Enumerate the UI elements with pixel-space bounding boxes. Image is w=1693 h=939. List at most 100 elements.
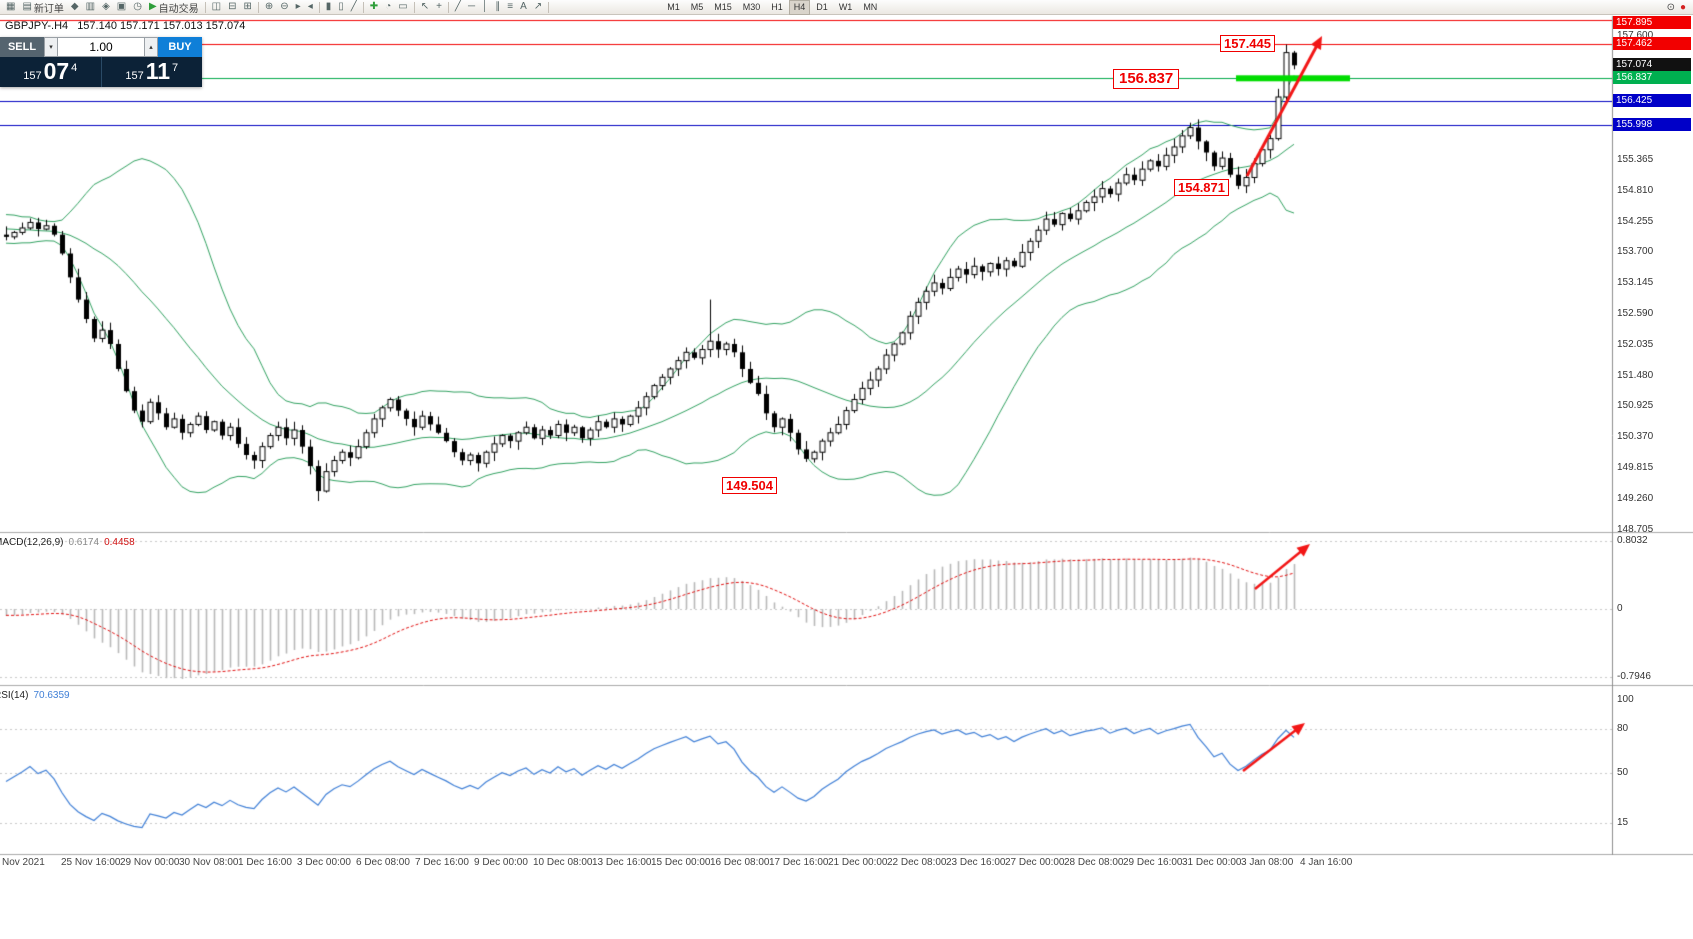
arrow-object-icon[interactable]: ↗ — [531, 0, 545, 14]
tile-vertical-icon[interactable]: ⊞ — [241, 0, 255, 14]
zoom-in-icon[interactable]: ⊕ — [262, 0, 276, 14]
horizontal-line-icon[interactable]: ─ — [465, 0, 478, 14]
macd-scale-label: 0.8032 — [1617, 535, 1648, 546]
horizontal-line-icon: ─ — [467, 1, 476, 12]
zoom-in-icon: ⊕ — [264, 1, 274, 12]
history-center-icon[interactable]: ◷ — [130, 0, 145, 14]
annotation-breakout-level[interactable]: 156.837 — [1113, 69, 1180, 89]
cursor-icon: ↖ — [420, 1, 430, 12]
price-axis-tick: 154.255 — [1617, 215, 1654, 227]
buy-price-display[interactable]: 157 11 7 — [100, 57, 203, 87]
sell-button[interactable]: SELL — [0, 37, 44, 57]
time-axis-label: 10 Dec 08:00 — [533, 857, 593, 868]
macd-indicator-label: MACD(12,26,9) 0.6174 0.4458 — [0, 537, 135, 548]
bar-chart-icon[interactable]: ▮ — [323, 0, 335, 14]
time-axis-label: 4 Jan 16:00 — [1300, 857, 1353, 868]
timeframe-m1[interactable]: M1 — [667, 1, 680, 12]
fibonacci-icon[interactable]: ≡ — [504, 0, 516, 14]
trendline-icon[interactable]: ╱ — [452, 0, 464, 14]
toolbar-separator — [413, 1, 415, 13]
price-axis-tick: 155.365 — [1617, 154, 1654, 165]
zoom-out-icon[interactable]: ⊖ — [277, 0, 291, 14]
rsi-scale-label: 15 — [1617, 817, 1629, 829]
volume-decrease-button[interactable]: ▾ — [44, 37, 58, 57]
macd-main-value: 0.6174 — [68, 537, 100, 548]
time-axis-label: 1 Dec 16:00 — [238, 857, 292, 868]
buy-price-big: 11 — [145, 58, 171, 84]
price-axis-badge: 155.998 — [1613, 117, 1691, 131]
toolbox-icon[interactable]: ▣ — [114, 0, 129, 14]
macd-scale-label: -0.7946 — [1617, 671, 1651, 682]
timeframe-m5[interactable]: M5 — [690, 1, 704, 12]
time-axis-label: 17 Dec 16:00 — [769, 857, 829, 868]
candlestick-chart-icon[interactable]: ▯ — [335, 0, 347, 14]
chart-ohlc-header: GBPJPY-.H4 157.140 157.171 157.013 157.07… — [5, 20, 245, 32]
macd-signal-value: 0.4458 — [104, 537, 135, 548]
templates-icon[interactable]: ▭ — [395, 0, 410, 14]
annotation-support-level[interactable]: 149.504 — [722, 477, 777, 494]
periods-icon[interactable]: ◔ — [382, 0, 394, 14]
navigator-icon[interactable]: ◈ — [99, 0, 113, 14]
text-label-icon[interactable]: A — [517, 0, 530, 14]
cursor-icon[interactable]: ↖ — [418, 0, 432, 14]
fibonacci-icon: ≡ — [507, 1, 514, 12]
price-axis-tick: 152.590 — [1617, 308, 1654, 319]
market-watch-icon[interactable]: ▥ — [83, 0, 98, 14]
price-axis-badge: 157.462 — [1613, 36, 1691, 50]
channel-icon[interactable]: ∥ — [492, 0, 503, 14]
trendline-icon: ╱ — [454, 1, 461, 12]
time-axis-label: 22 Dec 08:00 — [887, 857, 947, 868]
tile-cascade-icon[interactable]: ◫ — [209, 0, 224, 14]
timeframe-group: M1 M5 M15 M30 H1 H4 D1 W1 MN — [662, 0, 882, 15]
navigator-icon: ◈ — [102, 1, 110, 12]
time-axis-label: 27 Dec 00:00 — [1005, 857, 1065, 868]
line-chart-icon[interactable]: ╱ — [348, 0, 360, 14]
auto-scroll-icon: ▸ — [295, 1, 301, 12]
macd-name: MACD(12,26,9) — [0, 537, 64, 548]
toolbar-separator — [318, 1, 320, 13]
toolbar-right-icons: ⊙ ● — [1667, 2, 1690, 13]
timeframe-m30[interactable]: M30 — [742, 1, 761, 12]
annotation-recent-high[interactable]: 157.445 — [1220, 35, 1275, 52]
tile-vertical-icon: ⊞ — [243, 1, 252, 12]
record-icon[interactable]: ● — [1679, 1, 1686, 13]
sell-price-display[interactable]: 157 07 4 — [0, 57, 101, 87]
tile-horizontal-icon[interactable]: ⊟ — [225, 0, 239, 14]
search-icon[interactable]: ⊙ — [1666, 1, 1675, 13]
buy-price-prefix: 157 — [125, 70, 144, 82]
timeframe-w1[interactable]: W1 — [838, 1, 853, 12]
crosshair-icon[interactable]: + — [433, 0, 445, 14]
volume-input[interactable] — [58, 37, 144, 57]
chart-shift-icon[interactable]: ◂ — [305, 0, 316, 14]
indicators-icon[interactable]: ✚ — [367, 0, 381, 14]
favorites-icon[interactable]: ◆ — [68, 0, 82, 14]
vertical-line-icon[interactable]: │ — [479, 0, 491, 14]
price-axis-tick: 153.700 — [1617, 246, 1654, 258]
text-label-icon: A — [520, 1, 527, 12]
timeframe-h4[interactable]: H4 — [788, 0, 811, 15]
auto-scroll-icon[interactable]: ▸ — [293, 0, 304, 14]
price-axis-tick: 148.705 — [1617, 523, 1654, 535]
volume-increase-button[interactable]: ▴ — [144, 37, 158, 57]
periods-icon: ◔ — [385, 1, 392, 12]
price-axis-tick: 149.815 — [1617, 462, 1654, 474]
auto-trading-icon: ▶ — [148, 1, 157, 12]
time-axis-label: 16 Dec 08:00 — [710, 857, 770, 868]
timeframe-mn[interactable]: MN — [863, 1, 878, 12]
annotation-pullback-low[interactable]: 154.871 — [1174, 179, 1229, 196]
time-axis-label: 25 Nov 16:00 — [61, 857, 121, 868]
time-axis-label: 29 Dec 16:00 — [1123, 857, 1183, 868]
timeframe-d1[interactable]: D1 — [816, 1, 828, 12]
toolbar-separator — [257, 1, 259, 13]
new-order-button[interactable]: ▤ 新订单 — [19, 0, 66, 15]
new-chart-icon[interactable]: ▦ — [3, 0, 18, 14]
main-toolbar: ▦ ▤ 新订单 ◆ ▥ ◈ ▣ ◷ ▶ 自动交易 ◫ ⊟ ⊞ ⊕ ⊖ ▸ ◂ ▮ ▯ ╱ ✚ ◔ ▭ ↖ + ╱ ─ │ ∥ ≡ A ↗ M1 M… — [0, 0, 1693, 15]
timeframe-h1[interactable]: H1 — [771, 1, 783, 12]
auto-trading-button[interactable]: ▶ 自动交易 — [146, 0, 202, 15]
buy-button[interactable]: BUY — [158, 37, 202, 57]
timeframe-m15[interactable]: M15 — [714, 1, 732, 12]
indicators-icon: ✚ — [369, 1, 379, 12]
sell-price-pip: 4 — [71, 62, 78, 74]
